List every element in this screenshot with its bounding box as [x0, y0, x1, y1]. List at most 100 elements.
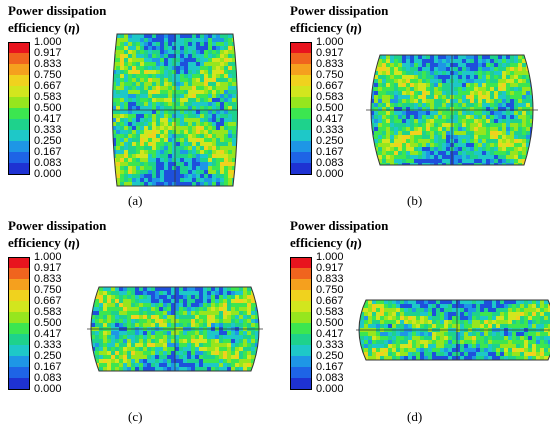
contour-cell — [140, 46, 144, 50]
contour-cell — [462, 95, 466, 99]
contour-cell — [458, 55, 462, 59]
contour-cell — [376, 300, 380, 304]
contour-cell — [372, 344, 376, 348]
contour-cell — [99, 311, 103, 315]
contour-cell — [432, 316, 436, 320]
contour-cell — [204, 98, 208, 102]
contour-cell — [227, 307, 231, 311]
contour-cell — [131, 287, 135, 291]
contour-cell — [164, 106, 168, 110]
contour-cell — [536, 340, 540, 344]
contour-cell — [112, 98, 116, 102]
contour-cell — [212, 126, 216, 130]
contour-cell — [408, 308, 412, 312]
contour-cell — [228, 174, 232, 178]
contour-cell — [502, 67, 506, 71]
contour-cell — [442, 147, 446, 151]
contour-cell — [458, 103, 462, 107]
contour-cell — [116, 94, 120, 98]
contour-cell — [490, 91, 494, 95]
contour-cell — [212, 158, 216, 162]
contour-cell — [390, 163, 394, 165]
contour-cell — [371, 95, 374, 99]
contour-cell — [394, 115, 398, 119]
contour-cell — [446, 71, 450, 75]
contour-cell — [128, 46, 132, 50]
contour-cell — [188, 174, 192, 178]
contour-cell — [376, 352, 380, 356]
contour-cell — [208, 142, 212, 146]
legend-swatch — [8, 257, 30, 268]
legend-border — [8, 389, 30, 390]
contour-cell — [402, 131, 406, 135]
contour-cell — [196, 154, 200, 158]
contour-cell — [179, 367, 183, 371]
contour-cell — [438, 139, 442, 143]
contour-cell — [508, 324, 512, 328]
contour-cell — [127, 331, 131, 335]
legend-value: 0.583 — [316, 306, 344, 318]
contour-cell — [378, 139, 382, 143]
contour-cell — [532, 336, 536, 340]
contour-cell — [462, 63, 466, 67]
contour-cell — [235, 323, 239, 327]
legend-swatch — [290, 323, 312, 334]
contour-cell — [184, 106, 188, 110]
contour-cell — [386, 59, 390, 63]
contour-cell — [480, 316, 484, 320]
contour-cell — [492, 300, 496, 304]
contour-cell — [144, 38, 148, 42]
contour-cell — [204, 138, 208, 142]
contour-cell — [120, 166, 124, 170]
contour-cell — [394, 151, 398, 155]
contour-cell — [398, 95, 402, 99]
contour-cell — [212, 130, 216, 134]
contour-cell — [212, 122, 216, 126]
contour-cell — [136, 54, 140, 58]
contour-cell — [438, 147, 442, 151]
contour-cell — [231, 351, 235, 355]
contour-cell — [444, 352, 448, 356]
contour-cell — [448, 320, 452, 324]
contour-cell — [263, 311, 267, 315]
contour-cell — [212, 170, 216, 174]
contour-cell — [152, 130, 156, 134]
contour-cell — [112, 34, 116, 38]
contour-cell — [396, 312, 400, 316]
contour-cell — [116, 158, 120, 162]
contour-cell — [412, 332, 416, 336]
contour-cell — [372, 352, 376, 356]
contour-cell — [464, 336, 468, 340]
contour-cell — [212, 138, 216, 142]
contour-cell — [212, 166, 216, 170]
contour-cell — [87, 291, 91, 295]
contour-cell — [208, 126, 212, 130]
contour-cell — [107, 343, 111, 347]
contour-cell — [442, 127, 446, 131]
contour-cell — [200, 130, 204, 134]
legend-value: 0.833 — [34, 273, 62, 285]
contour-cell — [120, 50, 124, 54]
contour-cell — [410, 71, 414, 75]
contour-cell — [520, 324, 524, 328]
contour-cell — [454, 59, 458, 63]
contour-cell — [192, 110, 196, 114]
contour-cell — [160, 70, 164, 74]
contour-cell — [211, 355, 215, 359]
contour-cell — [148, 82, 152, 86]
contour-cell — [240, 150, 244, 154]
contour-cell — [111, 323, 115, 327]
contour-cell — [538, 107, 542, 111]
contour-cell — [454, 131, 458, 135]
contour-cell — [472, 316, 476, 320]
contour-cell — [120, 46, 124, 50]
contour-cell — [442, 67, 446, 71]
contour-cell — [524, 344, 528, 348]
contour-cell — [418, 147, 422, 151]
contour-cell — [424, 320, 428, 324]
contour-cell — [179, 335, 183, 339]
contour-cell — [359, 312, 360, 316]
contour-cell — [263, 351, 267, 355]
contour-cell — [140, 150, 144, 154]
contour-cell — [418, 143, 422, 147]
